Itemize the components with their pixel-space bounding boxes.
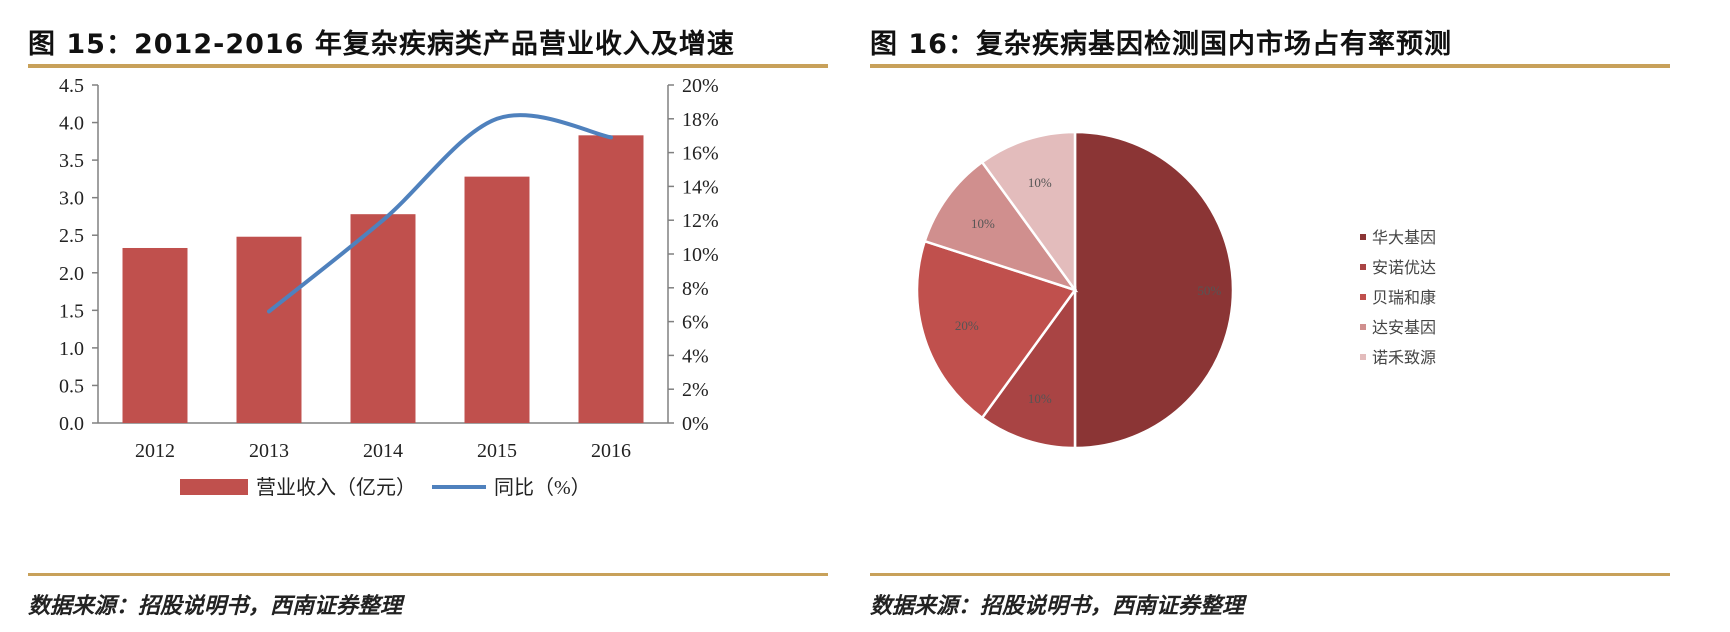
legend-marker <box>1360 354 1366 360</box>
legend-label: 华大基因 <box>1372 229 1436 247</box>
legend-label: 达安基因 <box>1372 319 1436 337</box>
pie-slice <box>980 286 1077 450</box>
legend-label: 诺禾致源 <box>1372 349 1436 367</box>
legend-label-revenue: 营业收入（亿元） <box>256 476 416 499</box>
y-right-tick-label: 10% <box>682 244 719 266</box>
legend-marker <box>1360 294 1366 300</box>
y-right-tick-label: 12% <box>682 210 719 232</box>
y-left-tick-label: 0.5 <box>59 375 84 397</box>
x-tick-label: 2014 <box>363 440 403 462</box>
left-panel: 图 15：2012-2016 年复杂疾病类产品营业收入及增速 0.0 0.5 1.0… <box>0 0 830 632</box>
pie-slice-label: 50% <box>1197 283 1221 298</box>
bar <box>578 135 644 423</box>
y-left-tick-label: 0.0 <box>59 413 84 435</box>
y-right-tick-label: 20% <box>682 75 719 97</box>
legend-marker <box>1360 324 1366 330</box>
left-title-rule <box>28 64 828 68</box>
pie-slice-label: 10% <box>1028 175 1052 190</box>
y-right-tick-label: 16% <box>682 143 719 165</box>
legend-swatch-revenue <box>180 479 248 495</box>
legend-marker <box>1360 264 1366 270</box>
pie-slice-label: 10% <box>971 216 995 231</box>
y-left-tick-label: 4.0 <box>59 113 84 135</box>
x-tick-label: 2015 <box>477 440 517 462</box>
left-source-note: 数据来源：招股说明书，西南证券整理 <box>28 593 403 619</box>
y-left-tick-label: 1.5 <box>59 300 84 322</box>
legend-label: 贝瑞和康 <box>1372 289 1436 307</box>
left-source-rule <box>28 573 828 576</box>
y-right-tick-label: 14% <box>682 176 719 198</box>
pie-slice-label: 20% <box>955 318 979 333</box>
pie-slice <box>915 239 1078 420</box>
legend-label-growth: 同比（%） <box>494 476 591 499</box>
pie-slice <box>923 160 1079 293</box>
y-left-tick-label: 3.5 <box>59 150 84 172</box>
y-left-tick-label: 1.0 <box>59 338 84 360</box>
y-right-tick-label: 2% <box>682 379 709 401</box>
right-chart-title: 图 16：复杂疾病基因检测国内市场占有率预测 <box>870 29 1452 60</box>
bar <box>350 214 416 423</box>
y-left-tick-label: 4.5 <box>59 75 84 97</box>
bar <box>122 247 188 423</box>
bar <box>236 236 302 423</box>
y-left-tick-label: 2.5 <box>59 225 84 247</box>
left-chart-title: 图 15：2012-2016 年复杂疾病类产品营业收入及增速 <box>28 29 735 60</box>
x-tick-label: 2012 <box>135 440 175 462</box>
y-right-tick-label: 18% <box>682 109 719 131</box>
y-left-tick-label: 3.0 <box>59 188 84 210</box>
y-left-tick-label: 2.0 <box>59 263 84 285</box>
y-right-tick-label: 8% <box>682 278 709 300</box>
x-tick-label: 2016 <box>591 440 631 462</box>
x-tick-label: 2013 <box>249 440 289 462</box>
y-right-tick-label: 0% <box>682 413 709 435</box>
bar-line-chart: 0.0 0.5 1.0 1.5 2.0 2.5 3.0 3.5 4.0 4.5 0% 2% 4% 6% 8%… <box>59 75 719 499</box>
right-title-rule <box>870 64 1670 68</box>
right-panel: 图 16：复杂疾病基因检测国内市场占有率预测 50% 10% 20% 10% 10% 华大… <box>870 0 1730 632</box>
growth-line <box>267 113 613 314</box>
right-source-rule <box>870 573 1670 576</box>
legend-marker <box>1360 234 1366 240</box>
pie-slice <box>1073 130 1235 450</box>
pie-slice <box>980 130 1077 294</box>
legend-label: 安诺优达 <box>1372 259 1436 277</box>
y-right-tick-label: 4% <box>682 345 709 367</box>
pie-slice-label: 10% <box>1028 391 1052 406</box>
y-right-tick-label: 6% <box>682 312 709 334</box>
right-source-note: 数据来源：招股说明书，西南证券整理 <box>870 593 1245 619</box>
bar <box>464 176 530 423</box>
